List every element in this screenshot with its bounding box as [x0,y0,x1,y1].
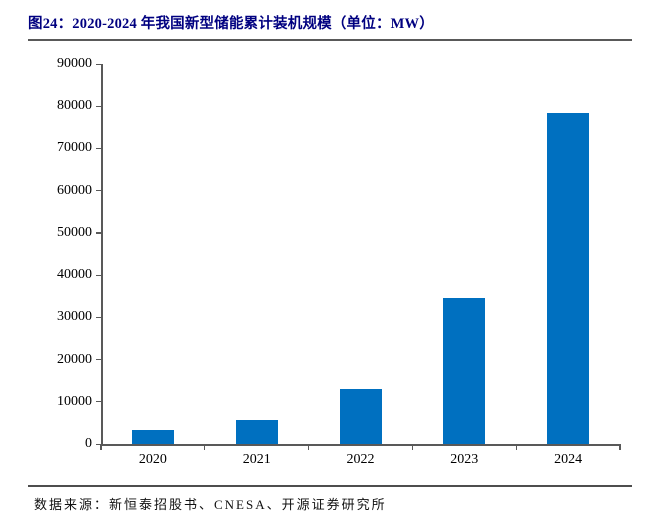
y-axis-tick [96,443,101,445]
y-axis-line [101,64,103,445]
y-axis-tick [96,401,101,403]
y-axis-label: 70000 [57,140,92,156]
title-divider [28,39,632,41]
x-axis-label: 2021 [242,452,271,467]
x-axis-label: 2023 [450,452,479,467]
x-axis-tick [204,445,206,450]
y-axis-label: 80000 [57,98,92,114]
x-axis-label: 2020 [138,452,167,467]
y-axis-label: 0 [85,436,92,451]
y-axis-tick [96,105,101,107]
x-axis-tick [100,445,102,450]
x-axis-label: 2022 [346,452,375,467]
y-axis-label: 50000 [57,224,92,240]
y-axis-tick [96,147,101,150]
bar-2020 [131,430,174,444]
figure-title: 图24：2020-2024 年我国新型储能累计装机规模（单位：MW） [28,16,434,32]
bar-chart: 0 10000 20000 30000 40000 50000 60000 70000 8000… [57,56,621,467]
y-axis-tick [96,232,101,234]
y-axis-tick [96,63,101,65]
y-axis-tick [96,190,101,192]
bar-2021 [235,419,278,444]
x-axis-tick [308,445,310,450]
y-axis-label: 20000 [57,351,92,367]
y-axis-tick [96,274,101,276]
x-axis-line [101,444,621,446]
bar-2023 [443,298,486,444]
x-axis-tick [619,445,621,450]
y-axis-label: 30000 [57,309,92,325]
footer-divider [28,485,632,487]
bar-2022 [339,388,382,444]
y-axis-label: 60000 [57,182,92,198]
data-source: 数据来源：新恒泰招股书、CNESA、开源证券研究所 [34,497,387,512]
y-axis-label: 90000 [57,56,92,71]
x-axis-tick [515,445,517,450]
y-axis-tick [96,359,101,361]
y-axis-tick [96,316,101,319]
y-axis-label: 10000 [57,393,92,409]
x-axis-tick [411,445,413,450]
x-axis-label: 2024 [554,452,583,467]
bar-2024 [547,113,590,444]
y-axis-label: 40000 [57,267,92,283]
